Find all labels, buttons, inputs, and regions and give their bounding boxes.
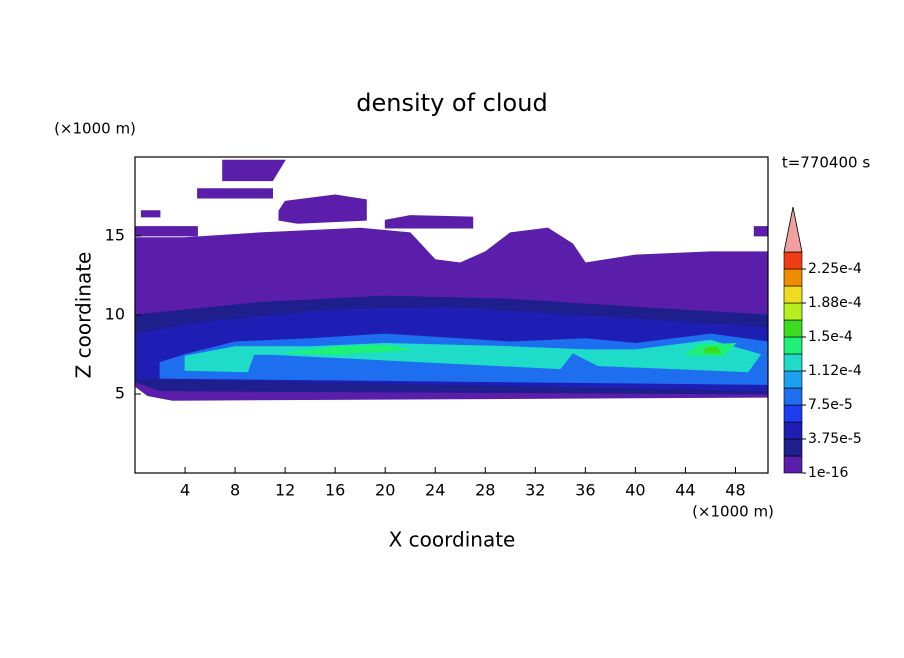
colorbar-box [783,387,803,406]
colorbar-tick-label: 1.5e-4 [808,329,853,345]
colorbar-tick-label: 7.5e-5 [808,397,853,413]
colorbar-box [783,404,803,423]
x-tick-label: 28 [475,481,495,500]
contour-region [278,194,367,224]
contour-region [197,188,273,199]
x-tick-label: 48 [725,481,745,500]
contour-field [135,159,768,401]
colorbar-box [783,438,803,457]
y-tick-label: 10 [105,305,125,324]
colorbar-overflow [783,206,803,253]
x-tick-label: 36 [575,481,595,500]
contour-region [285,344,411,355]
colorbar-tick-label: 1.88e-4 [808,295,862,311]
colorbar-box [783,319,803,338]
x-tick-label: 12 [275,481,295,500]
time-annotation: t=770400 s [782,154,870,172]
contour-region [135,226,198,237]
chart-title: density of cloud [356,89,547,117]
contour-region [703,346,722,354]
contour-region [222,159,286,182]
x-tick-label: 16 [325,481,345,500]
colorbar-tick-label: 1e-16 [808,465,848,481]
colorbar-box [783,251,803,270]
colorbar-box [783,336,803,355]
colorbar-box [783,285,803,304]
colorbar-box [783,302,803,321]
y-axis-label: Z coordinate [72,252,96,379]
y-tick-label: 15 [105,226,125,245]
contour-region [140,210,161,218]
x-axis-label: X coordinate [389,528,516,552]
y-tick-label: 5 [115,384,125,403]
x-tick-label: 24 [425,481,445,500]
y-unit: (×1000 m) [54,120,136,138]
colorbar-tick-label: 3.75e-5 [808,431,862,447]
colorbar-box [783,268,803,287]
colorbar-box [783,421,803,440]
x-tick-label: 4 [180,481,190,500]
colorbar-box [783,455,803,474]
contour-region [384,215,474,229]
x-tick-label: 40 [625,481,645,500]
x-tick-label: 8 [230,481,240,500]
contour-region [753,226,768,237]
x-tick-label: 32 [525,481,545,500]
colorbar-tick-label: 1.12e-4 [808,363,862,379]
x-tick-label: 20 [375,481,395,500]
x-tick-label: 44 [675,481,695,500]
colorbar-tick-label: 2.25e-4 [808,261,862,277]
colorbar-box [783,353,803,372]
x-unit: (×1000 m) [692,503,774,521]
colorbar-box [783,370,803,389]
